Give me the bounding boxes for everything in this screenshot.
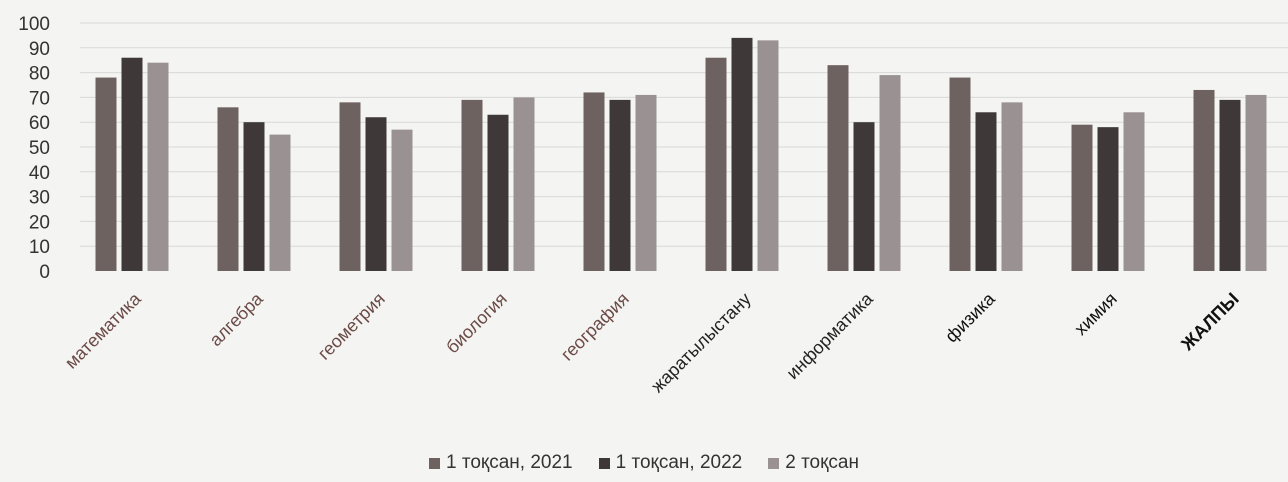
y-tick-label: 100 (18, 14, 50, 35)
y-tick-label: 60 (29, 113, 50, 134)
bar (609, 99, 631, 271)
y-tick-label: 40 (29, 163, 50, 184)
bar (339, 102, 361, 271)
bar (705, 57, 727, 271)
bar (1097, 127, 1119, 271)
bar (121, 57, 143, 271)
bar (853, 122, 875, 271)
x-tick-label: жаратылыстану (647, 289, 755, 397)
y-tick-label: 20 (29, 212, 50, 233)
x-tick-label: алгебра (205, 288, 267, 350)
legend-swatch (429, 457, 440, 469)
legend-swatch (768, 457, 780, 469)
y-tick-label: 0 (39, 262, 50, 283)
bar (461, 99, 483, 271)
y-tick-label: 80 (29, 64, 50, 85)
legend-item: 2 тоқсан (768, 452, 859, 474)
bar (269, 134, 291, 271)
bar (583, 92, 605, 271)
bar (1219, 99, 1241, 271)
bar (1071, 124, 1093, 272)
bar (1123, 112, 1145, 271)
bar (1001, 102, 1023, 271)
bars (95, 37, 1267, 272)
x-axis-labels: математика алгебра геометрия биология геогра… (61, 288, 1243, 396)
legend-label: 2 тоқсан (785, 452, 859, 473)
legend-item: 1 тоқсан, 2021 (429, 452, 573, 474)
bar (217, 107, 239, 271)
bar (1193, 89, 1215, 272)
x-tick-label: химия (1070, 289, 1120, 339)
bar (487, 114, 509, 271)
bar (757, 40, 779, 271)
y-tick-label: 90 (29, 39, 50, 60)
x-tick-label: биология (442, 289, 511, 358)
bar (513, 97, 535, 272)
bar (95, 77, 117, 271)
bar (949, 77, 971, 271)
legend-label: 1 тоқсан, 2021 (446, 452, 573, 473)
bar (1245, 94, 1267, 271)
x-tick-label: геометрия (314, 289, 389, 364)
bar (731, 37, 753, 271)
y-tick-label: 30 (29, 188, 50, 209)
legend-item: 1 тоқсан, 2022 (598, 452, 743, 474)
x-tick-label: география (557, 289, 633, 365)
x-tick-label: ЖАЛПЫ (1177, 289, 1243, 355)
legend-swatch (598, 457, 610, 469)
bar (147, 62, 169, 272)
legend-label: 1 тоқсан, 2022 (615, 452, 743, 473)
bar (391, 129, 413, 271)
bar (975, 112, 997, 271)
x-tick-label: математика (61, 288, 146, 373)
y-tick-label: 70 (29, 88, 50, 109)
x-tick-label: информатика (782, 288, 877, 383)
legend: 1 тоқсан, 2021 1 тоқсан, 2022 2 тоқсан (0, 452, 1288, 474)
bar (635, 94, 657, 271)
y-axis-ticks: 0 10 20 30 40 50 60 70 80 90 100 (18, 14, 50, 283)
bar (365, 117, 387, 272)
bar (827, 65, 849, 271)
y-tick-label: 10 (29, 237, 50, 258)
bar (879, 75, 901, 271)
bar (243, 122, 265, 271)
x-tick-label: физика (941, 288, 999, 346)
y-tick-label: 50 (29, 138, 50, 159)
